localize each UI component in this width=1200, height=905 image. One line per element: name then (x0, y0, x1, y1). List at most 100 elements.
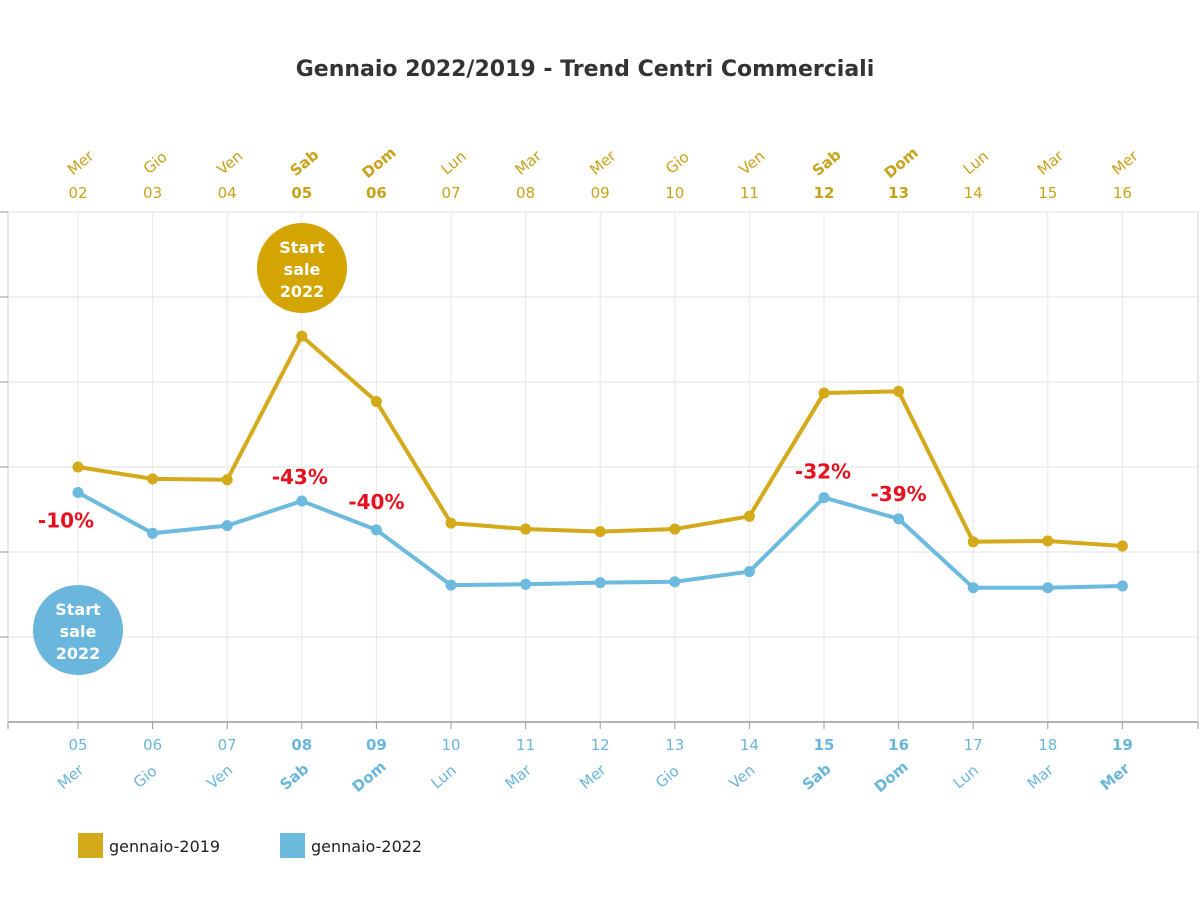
data-point (147, 473, 159, 485)
data-point (445, 579, 457, 591)
legend-item: gennaio-2022 (280, 833, 422, 858)
bottom-weekday-label: Mar (502, 760, 536, 793)
badge-text: Start (55, 600, 101, 619)
legend-swatch (280, 833, 305, 858)
percent-change-label: -32% (795, 460, 851, 484)
badge-text: 2022 (280, 282, 325, 301)
data-point (221, 520, 233, 532)
top-weekday-label: Lun (960, 147, 992, 178)
data-point (296, 495, 308, 507)
bottom-day-label: 18 (1038, 736, 1057, 754)
data-point (967, 536, 979, 548)
top-weekday-label: Sab (809, 146, 845, 180)
top-day-label: 09 (591, 184, 610, 202)
top-weekday-label: Gio (662, 148, 693, 178)
data-point (221, 474, 233, 486)
data-point (370, 524, 382, 536)
bottom-day-label: 13 (665, 736, 684, 754)
data-point (743, 510, 755, 522)
series-gennaio-2022 (72, 487, 1128, 594)
top-day-label: 15 (1038, 184, 1057, 202)
top-day-label: 06 (366, 184, 387, 202)
data-point (1042, 582, 1054, 594)
bottom-day-label: 11 (516, 736, 535, 754)
bottom-weekday-label: Dom (349, 758, 390, 796)
legend-label: gennaio-2022 (311, 837, 422, 856)
data-point (594, 526, 606, 538)
top-day-label: 12 (814, 184, 835, 202)
bottom-day-label: 16 (888, 736, 909, 754)
bottom-weekday-label: Sab (277, 760, 313, 794)
data-point (147, 527, 159, 539)
top-weekday-label: Dom (359, 144, 400, 182)
badge-circle (257, 223, 347, 313)
legend-item: gennaio-2019 (78, 833, 220, 858)
bottom-day-label: 09 (366, 736, 387, 754)
top-day-label: 10 (665, 184, 684, 202)
data-point (967, 582, 979, 594)
data-point (1116, 580, 1128, 592)
start-sale-badge: Start sale 2022 (33, 585, 123, 675)
top-weekday-label: Lun (437, 147, 469, 178)
legend-label: gennaio-2019 (109, 837, 220, 856)
series-gennaio-2019 (72, 330, 1128, 552)
top-day-label: 13 (888, 184, 909, 202)
top-weekday-label: Ven (736, 147, 769, 179)
top-day-label: 05 (291, 184, 312, 202)
start-sale-badge: Start sale 2022 (257, 223, 347, 313)
bottom-day-label: 07 (218, 736, 237, 754)
data-point (743, 566, 755, 578)
top-day-label: 16 (1113, 184, 1132, 202)
top-day-label: 03 (143, 184, 162, 202)
data-point (893, 513, 905, 525)
data-point (1042, 535, 1054, 547)
bottom-day-label: 10 (441, 736, 460, 754)
grid (8, 211, 1198, 722)
top-day-label: 07 (441, 184, 460, 202)
bottom-day-label: 15 (814, 736, 835, 754)
bottom-day-label: 14 (740, 736, 759, 754)
axes (0, 211, 1199, 729)
bottom-weekday-label: Ven (203, 761, 236, 793)
bottom-weekday-label: Mer (576, 760, 610, 793)
data-point (818, 492, 830, 504)
badge-text: sale (60, 622, 97, 641)
top-weekday-label: Dom (881, 144, 922, 182)
top-weekday-label: Gio (140, 148, 171, 178)
percent-change-label: -10% (38, 509, 94, 533)
bottom-weekday-label: Dom (871, 758, 912, 796)
percent-change-label: -39% (871, 482, 927, 506)
bottom-weekday-label: Gio (652, 762, 683, 792)
data-point (520, 523, 532, 535)
data-point (445, 517, 457, 529)
data-point (893, 385, 905, 397)
chart-title: Gennaio 2022/2019 - Trend Centri Commerc… (296, 57, 875, 82)
top-day-label: 14 (964, 184, 983, 202)
top-day-label: 04 (218, 184, 237, 202)
top-weekday-label: Mar (1034, 146, 1068, 179)
badges: Start sale 2022 Start sale 2022 (33, 223, 347, 675)
legend: gennaio-2019 gennaio-2022 (78, 833, 422, 858)
badge-text: 2022 (56, 644, 101, 663)
percent-change-label: -40% (348, 490, 404, 514)
bottom-weekday-label: Sab (799, 760, 835, 794)
data-point (669, 523, 681, 535)
bottom-day-label: 06 (143, 736, 162, 754)
bottom-weekday-label: Lun (950, 761, 982, 792)
bottom-weekday-label: Lun (427, 761, 459, 792)
data-point (296, 330, 308, 342)
data-point (594, 577, 606, 589)
badge-text: Start (279, 238, 325, 257)
top-weekday-label: Ven (213, 147, 246, 179)
bottom-weekday-label: Mer (1097, 759, 1134, 794)
data-point (520, 578, 532, 590)
legend-swatch (78, 833, 103, 858)
data-point (370, 396, 382, 408)
badge-text: sale (284, 260, 321, 279)
bottom-weekday-label: Mer (54, 760, 88, 793)
bottom-weekday-label: Ven (726, 761, 759, 793)
top-weekday-label: Sab (287, 146, 323, 180)
data-point (669, 576, 681, 588)
top-weekday-label: Mar (512, 146, 546, 179)
